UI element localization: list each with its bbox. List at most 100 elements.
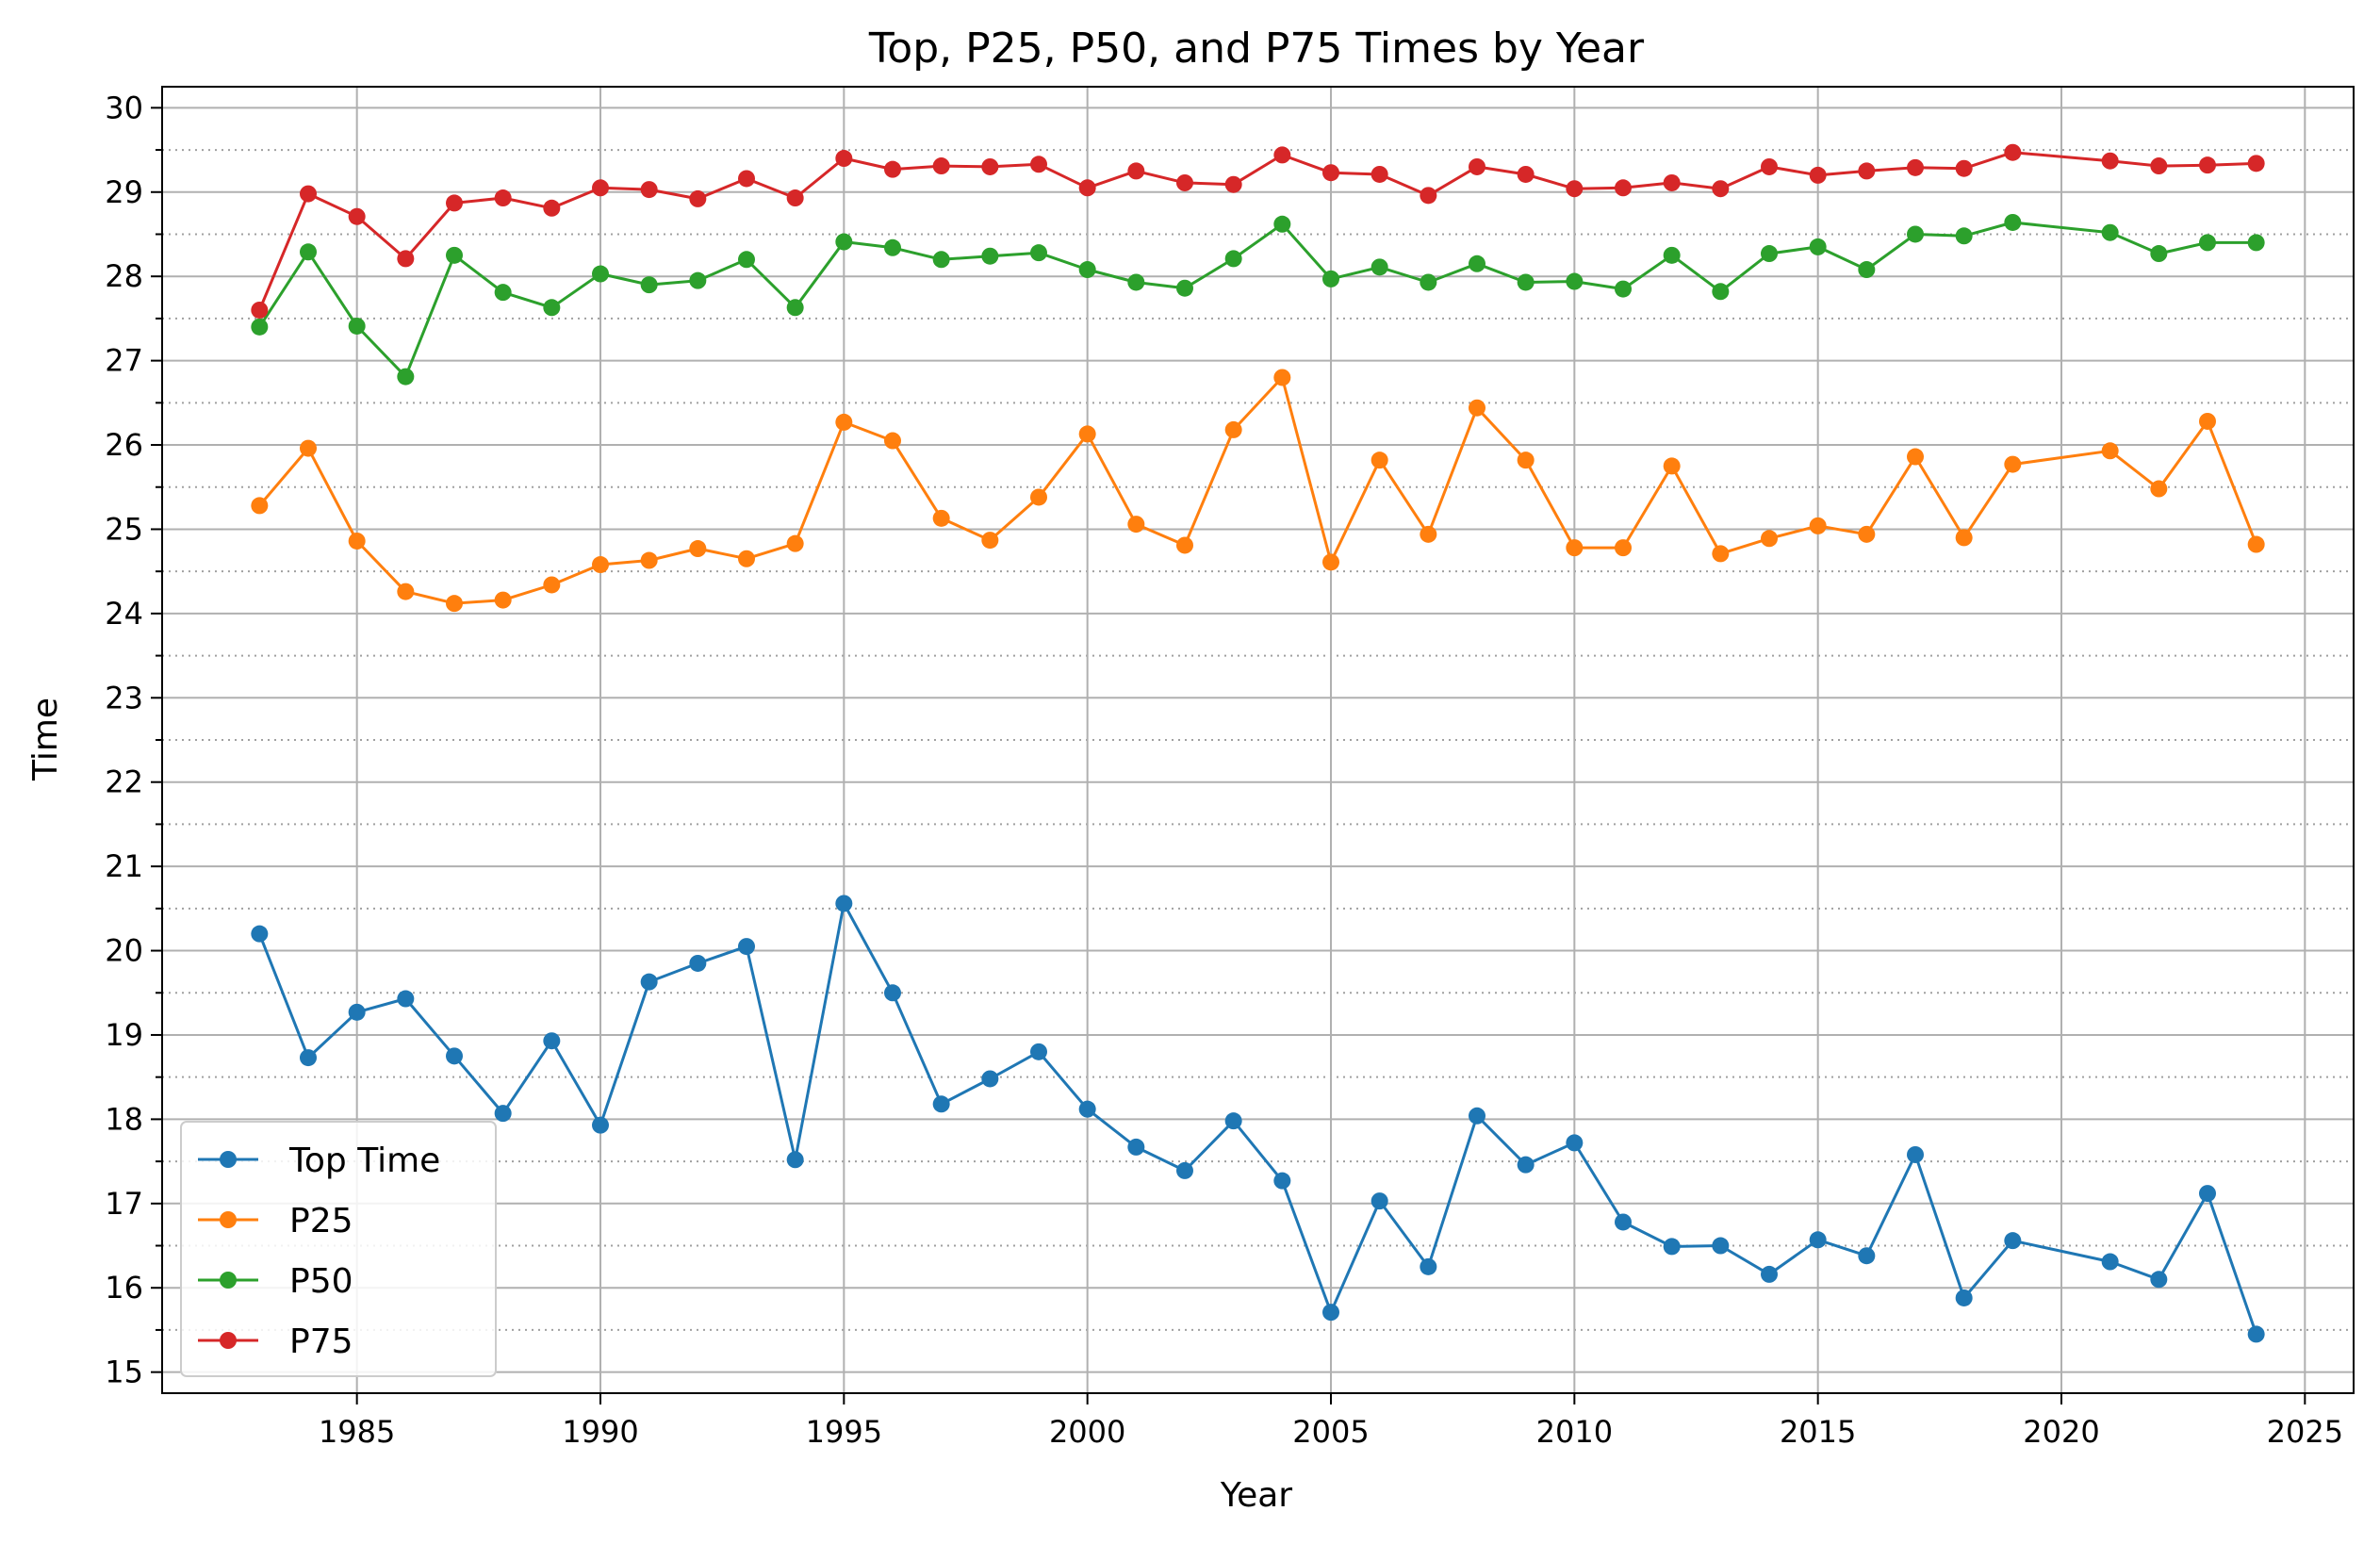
data-point [1907, 1145, 1924, 1163]
data-point [1371, 452, 1388, 469]
data-point [689, 189, 707, 207]
data-point [1078, 1100, 1096, 1118]
data-point [738, 550, 755, 567]
data-point [2199, 1185, 2216, 1203]
data-point [884, 984, 901, 1002]
data-point [397, 368, 415, 386]
data-point [1469, 255, 1485, 272]
data-point [1615, 1213, 1632, 1231]
data-point [1078, 425, 1096, 443]
data-point [494, 189, 512, 207]
y-tick-label: 22 [105, 764, 143, 800]
y-axis-label: Time [26, 698, 65, 781]
legend-item: P75 [198, 1322, 353, 1361]
data-point [1176, 1161, 1193, 1179]
data-point [592, 265, 609, 283]
data-point [1469, 1107, 1485, 1125]
data-point [1663, 173, 1681, 191]
data-point [1127, 162, 1145, 180]
data-point [592, 179, 609, 197]
data-point [1858, 261, 1876, 279]
data-point [932, 251, 950, 269]
data-point [689, 271, 707, 289]
data-point [835, 413, 853, 431]
data-point [2199, 234, 2216, 252]
data-point [1761, 245, 1778, 263]
data-point [1322, 553, 1339, 571]
x-axis-label: Year [1220, 1476, 1292, 1515]
x-tick-label: 2000 [1049, 1414, 1125, 1450]
data-point [1809, 517, 1827, 534]
data-point [1322, 270, 1339, 287]
data-point [1517, 1156, 1535, 1174]
data-point [1663, 246, 1681, 264]
data-point [1615, 179, 1632, 197]
data-point [1615, 539, 1632, 557]
data-point [2199, 412, 2216, 430]
data-point [981, 532, 999, 550]
data-point [1176, 536, 1193, 554]
data-point [786, 189, 804, 207]
data-point [1907, 158, 1924, 176]
data-point [1469, 157, 1485, 175]
data-point [1566, 1134, 1584, 1152]
data-point [494, 591, 512, 609]
x-tick-label: 2025 [2267, 1414, 2343, 1450]
data-point [1907, 448, 1924, 466]
x-tick-label: 2010 [1536, 1414, 1613, 1450]
data-point [2150, 157, 2168, 175]
data-point [397, 250, 415, 268]
data-point [1858, 1247, 1876, 1265]
data-point [1761, 1265, 1778, 1283]
data-point [1517, 452, 1535, 469]
data-point [1420, 525, 1437, 543]
data-point [1858, 162, 1876, 180]
data-point [1907, 225, 1924, 243]
legend: Top Time P25 P50 P75 [180, 1121, 497, 1377]
data-point [251, 301, 269, 319]
data-point [2247, 234, 2265, 252]
data-point [348, 317, 366, 335]
legend-label: P25 [289, 1202, 353, 1240]
data-point [251, 318, 269, 336]
chart-title: Top, P25, P50, and P75 Times by Year [868, 25, 1645, 73]
data-point [446, 595, 463, 613]
data-point [1224, 175, 1242, 193]
data-point [2004, 213, 2022, 231]
data-point [1273, 1172, 1291, 1190]
data-point [1761, 157, 1778, 175]
data-point [1127, 516, 1145, 534]
data-point [932, 1095, 950, 1113]
data-point [1030, 1043, 1047, 1060]
legend-item: P25 [198, 1202, 353, 1240]
data-point [348, 1003, 366, 1021]
data-point [1322, 1304, 1339, 1322]
data-point [1469, 399, 1485, 417]
data-point [300, 1049, 317, 1067]
grid-lines [162, 87, 2354, 1393]
data-point [981, 157, 999, 175]
data-point [835, 233, 853, 251]
y-tick-label: 20 [105, 933, 143, 969]
legend-label: Top Time [288, 1142, 440, 1180]
data-point [1420, 187, 1437, 205]
data-point [2150, 245, 2168, 263]
legend-item: P50 [198, 1262, 353, 1301]
y-tick-label: 24 [105, 596, 143, 632]
data-point [1420, 1257, 1437, 1275]
data-point [932, 157, 950, 175]
legend-marker [220, 1332, 237, 1349]
data-point [1371, 165, 1388, 183]
data-point [689, 540, 707, 558]
data-point [689, 954, 707, 972]
legend-marker [220, 1272, 237, 1289]
data-point [1273, 369, 1291, 386]
series-p50 [251, 213, 2265, 386]
data-point [2247, 155, 2265, 172]
data-point [348, 207, 366, 225]
x-tick-label: 1990 [562, 1414, 638, 1450]
data-point [1809, 166, 1827, 184]
data-point [738, 251, 755, 269]
data-point [1517, 165, 1535, 183]
data-point [397, 583, 415, 600]
